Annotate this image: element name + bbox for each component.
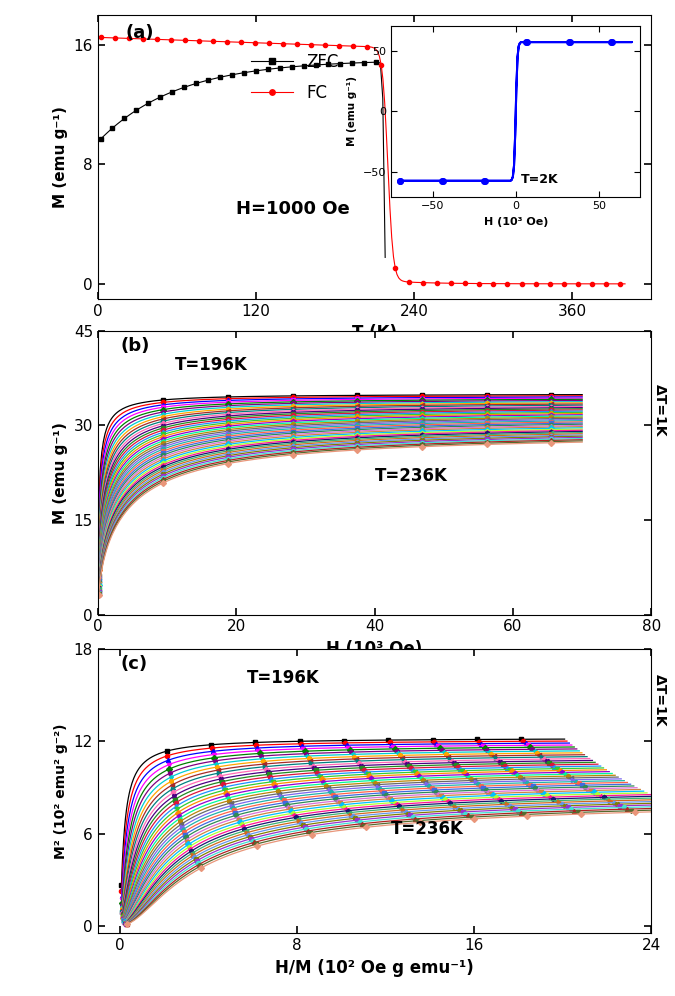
ZFC xyxy=(97,133,105,145)
ZFC xyxy=(321,59,329,71)
FC xyxy=(417,277,425,289)
ZFC xyxy=(292,61,300,73)
Line: FC: FC xyxy=(99,35,627,286)
ZFC xyxy=(157,91,165,103)
FC xyxy=(621,278,629,290)
FC xyxy=(572,278,580,290)
FC xyxy=(539,278,547,290)
Text: T=236K: T=236K xyxy=(392,820,464,838)
ZFC xyxy=(173,84,181,96)
Legend: ZFC, FC: ZFC, FC xyxy=(244,46,346,109)
Text: ΔT=1K: ΔT=1K xyxy=(653,674,666,727)
Text: (a): (a) xyxy=(126,24,154,42)
X-axis label: H (10³ Oe): H (10³ Oe) xyxy=(327,640,423,658)
Line: ZFC: ZFC xyxy=(99,60,387,260)
FC xyxy=(407,276,415,288)
Text: ΔT=1K: ΔT=1K xyxy=(653,383,666,436)
FC xyxy=(97,32,105,44)
FC xyxy=(99,32,107,44)
Y-axis label: M² (10² emu² g⁻²): M² (10² emu² g⁻²) xyxy=(54,723,68,860)
ZFC xyxy=(381,251,389,263)
Text: T=196K: T=196K xyxy=(176,357,248,374)
X-axis label: T (K): T (K) xyxy=(352,325,397,343)
Text: (c): (c) xyxy=(120,655,147,673)
Text: T=236K: T=236K xyxy=(375,467,448,485)
Text: H=1000 Oe: H=1000 Oe xyxy=(236,199,350,218)
Y-axis label: M (emu g⁻¹): M (emu g⁻¹) xyxy=(53,421,68,524)
ZFC xyxy=(374,56,382,68)
Text: T=196K: T=196K xyxy=(247,669,320,687)
Text: (b): (b) xyxy=(120,337,149,355)
Y-axis label: M (emu g⁻¹): M (emu g⁻¹) xyxy=(53,106,68,208)
FC xyxy=(408,276,416,288)
ZFC xyxy=(371,56,379,68)
ZFC xyxy=(254,65,263,77)
X-axis label: H/M (10² Oe g emu⁻¹): H/M (10² Oe g emu⁻¹) xyxy=(275,959,474,977)
